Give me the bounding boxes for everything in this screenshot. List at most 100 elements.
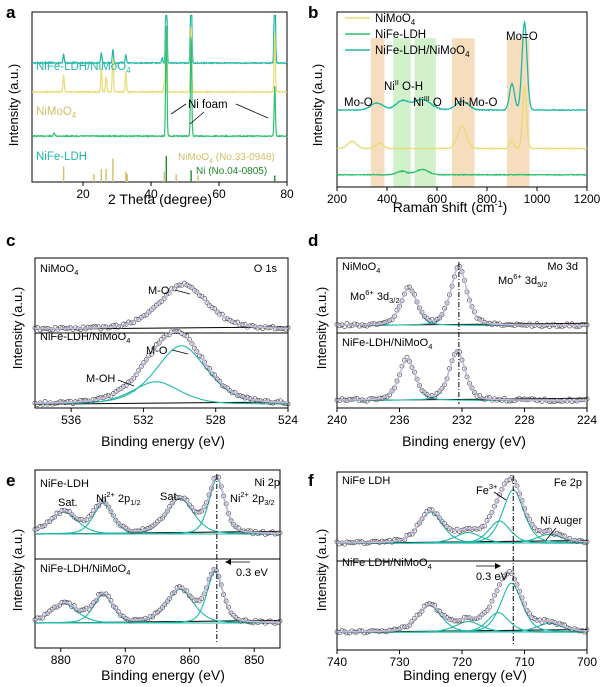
- raman-series-0: [336, 19, 588, 112]
- xps-data-point-e-1-69: [88, 603, 94, 609]
- x-tick-label-a-1: 40: [144, 187, 158, 201]
- xps-component-e-0-3: [35, 478, 280, 535]
- xps-data-point-c-0-231: [227, 317, 233, 323]
- xps-data-point-e-0-264: [248, 528, 254, 534]
- xps-data-point-c-1-132: [143, 357, 149, 362]
- panel-b: b Intensity (a.u.) Raman shift (cm-1) 20…: [308, 3, 601, 215]
- xps-data-point-c-0-159: [166, 290, 172, 296]
- x-tick-label-e-1: 870: [115, 653, 135, 667]
- label-mo-3d32: Mo6+ 3d3/2: [350, 288, 400, 305]
- annotation-ni-mo-o: Ni-Mo-O: [454, 97, 497, 109]
- panel-f: f Intensity (a.u.) Binding energy (eV) 7…: [308, 471, 597, 683]
- xps-data-point-e-0-9: [39, 524, 45, 530]
- xps-data-point-d-1-162: [469, 385, 475, 391]
- x-tick-label-e-3: 850: [244, 653, 264, 667]
- corner-label-o1s: O 1s: [254, 263, 278, 275]
- x-tick-label-f-4: 700: [577, 655, 597, 669]
- panel-label-a: a: [6, 3, 16, 22]
- ref-label-nimoo4-a: NiMoO4 (No.33-0948): [178, 152, 275, 165]
- xps-data-point-f-0-24: [354, 538, 360, 544]
- xps-data-point-c-0-147: [156, 300, 162, 306]
- x-tick-label-a-2: 60: [212, 187, 226, 201]
- xps-data-point-c-0-45: [70, 326, 76, 332]
- series-label-nimoo4-a: NiMoO4: [36, 106, 77, 120]
- xps-data-point-f-1-126: [439, 612, 445, 618]
- xps-data-point-d-1-186: [489, 397, 495, 403]
- x-tick-label-d-4: 224: [577, 413, 597, 427]
- x-tick-label-d-0: 240: [327, 413, 347, 427]
- xps-data-point-e-0-120: [130, 529, 136, 535]
- x-tick-label-b-0: 200: [327, 192, 347, 206]
- xps-data-point-d-0-126: [439, 312, 445, 318]
- x-tick-label-b-2: 600: [427, 192, 447, 206]
- arrow-ni-auger: [545, 527, 557, 541]
- ylabel-f: Intensity (a.u.): [314, 529, 329, 611]
- xps-data-point-d-1-27: [357, 398, 362, 404]
- panel-label-f: f: [308, 471, 314, 490]
- xps-data-point-d-1-231: [527, 396, 532, 402]
- x-tick-label-f-1: 730: [389, 655, 409, 669]
- xps-data-point-e-1-87: [103, 591, 109, 597]
- xps-data-point-c-0-186: [189, 285, 195, 291]
- xps-envelope-c-0: [35, 283, 289, 330]
- xps-data-point-c-0-81: [100, 323, 106, 329]
- xps-data-point-e-1-156: [159, 605, 165, 611]
- xps-data-point-c-0-30: [57, 324, 63, 330]
- xps-envelope-c-1: [35, 331, 288, 404]
- series-label-nife-ldh-nimoo4-a: NiFe-LDH/NiMoO4: [36, 61, 131, 75]
- xps-data-point-f-1-111: [427, 601, 432, 607]
- ylabel-c: Intensity (a.u.): [10, 287, 25, 369]
- xps-data-point-e-0-12: [42, 522, 48, 528]
- label-m-o-c-bottom: M-O: [146, 345, 168, 357]
- xps-data-point-e-1-102: [115, 609, 121, 615]
- xps-data-point-f-0-234: [529, 521, 535, 527]
- label-ni2p12: Ni2+ 2p1/2: [96, 490, 141, 507]
- subpanel-title-c-2: NiFe-LDH/NiMoO4: [40, 331, 130, 345]
- xps-data-point-e-0-243: [230, 521, 236, 527]
- xps-data-point-c-0-72: [93, 324, 99, 330]
- xps-envelope-f-0: [337, 476, 588, 544]
- xps-data-point-f-0-123: [437, 515, 442, 521]
- subpanel-title-e-2: NiFe-LDH/NiMoO4: [40, 563, 130, 577]
- xrd-series-1: [31, 23, 288, 94]
- xps-data-point-e-0-159: [162, 512, 168, 518]
- xlabel-a: 2 Theta (degree): [108, 191, 212, 207]
- x-tick-label-a-0: 20: [76, 187, 90, 201]
- xps-data-point-d-0-198: [499, 323, 505, 329]
- plot-area-a: 20 40 60 80: [31, 11, 294, 201]
- x-tick-label-c-3: 524: [278, 413, 298, 427]
- legend-label-nife-ldh-nimoo4: NiFe-LDH/NiMoO4: [375, 45, 470, 59]
- xps-data-point-d-0-189: [492, 320, 497, 326]
- xlabel-c: Binding energy (eV): [101, 433, 225, 449]
- xps-data-point-c-0-183: [186, 283, 192, 289]
- xps-data-point-f-1-231: [527, 611, 532, 617]
- xps-data-point-f-0-168: [474, 526, 480, 532]
- xps-data-point-c-1-174: [179, 331, 185, 336]
- label-shift-f: 0.3 eV: [476, 571, 508, 583]
- xps-data-point-f-1-90: [409, 618, 415, 624]
- xrd-series-2: [31, 25, 288, 138]
- xps-data-point-c-0-264: [255, 325, 261, 331]
- xps-data-point-c-0-6: [37, 327, 43, 333]
- xps-data-point-e-0-162: [164, 508, 170, 514]
- xps-data-point-d-1-255: [547, 399, 552, 404]
- annotation-ni3-o: NiIII O: [413, 96, 442, 109]
- xps-data-point-c-1-279: [267, 400, 273, 406]
- xps-data-point-d-0-33: [362, 323, 367, 329]
- arrow-m-o-c-top: [174, 289, 191, 295]
- xps-data-point-f-1-168: [474, 615, 480, 621]
- xps-data-point-f-1-210: [509, 571, 515, 577]
- xps-data-point-e-1-159: [162, 602, 168, 608]
- xps-data-point-e-1-192: [189, 595, 195, 601]
- xlabel-f: Binding energy (eV): [403, 667, 527, 683]
- raman-series-2: [336, 168, 588, 177]
- xps-data-point-c-0-195: [197, 293, 202, 298]
- xps-data-point-e-0-18: [47, 518, 53, 524]
- annotation-mo-o: Mo-O: [344, 97, 373, 109]
- label-ni2p32: Ni2+ 2p3/2: [230, 490, 275, 507]
- xps-data-point-f-0-102: [419, 516, 425, 522]
- xps-data-point-d-1-204: [504, 398, 510, 404]
- legend-label-nimoo4: NiMoO4: [375, 13, 416, 27]
- subpanel-title-f-2: NiFe LDH/NiMoO4: [342, 557, 432, 571]
